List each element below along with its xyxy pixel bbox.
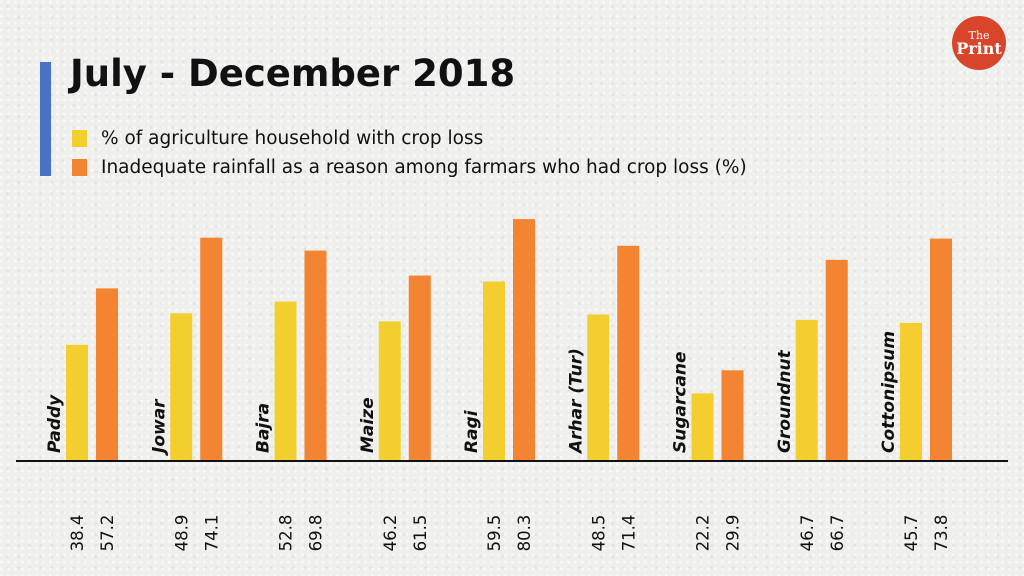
value-label-sugarcane-crop-loss: 22.2 (694, 515, 713, 552)
bar-paddy-crop-loss (66, 344, 88, 460)
value-label-paddy-crop-loss: 38.4 (68, 515, 87, 552)
legend-item-rainfall: Inadequate rainfall as a reason among fa… (72, 153, 747, 182)
value-label-cottonipsum-crop-loss: 45.7 (902, 515, 921, 552)
value-label-ragi-crop-loss: 59.5 (485, 515, 504, 552)
logo-text-the: The (968, 28, 990, 42)
bar-jowar-crop-loss (170, 313, 193, 460)
value-label-sugarcane-rainfall: 29.9 (724, 515, 743, 552)
bar-ragi-rainfall (513, 219, 535, 460)
bar-bajra-crop-loss (274, 301, 297, 460)
bar-bajra-rainfall (304, 250, 327, 460)
legend-label-rainfall: Inadequate rainfall as a reason among fa… (101, 157, 747, 178)
legend-swatch-rainfall (72, 159, 87, 176)
chart-title: July - December 2018 (70, 52, 516, 95)
legend-item-crop-loss: % of agriculture household with crop los… (72, 124, 747, 153)
bar-cottonipsum-crop-loss (900, 322, 922, 460)
bar-arhar-tur-rainfall (617, 245, 640, 460)
bar-maize-rainfall (408, 275, 431, 460)
logo-text-print: Print (956, 38, 1002, 58)
value-label-groundnut-rainfall: 66.7 (828, 515, 847, 552)
bar-jowar-rainfall (200, 237, 223, 460)
category-label-cottonipsum: Cottonipsum (879, 331, 899, 453)
value-label-jowar-crop-loss: 48.9 (172, 515, 191, 552)
category-label-bajra: Bajra (254, 403, 274, 453)
category-label-ragi: Ragi (462, 409, 482, 453)
value-label-groundnut-crop-loss: 46.7 (798, 515, 817, 552)
bar-sugarcane-rainfall (721, 370, 744, 460)
category-label-paddy: Paddy (45, 394, 65, 453)
category-label-groundnut: Groundnut (775, 349, 795, 453)
value-label-jowar-rainfall: 74.1 (202, 515, 221, 552)
bar-paddy-rainfall (96, 288, 118, 460)
legend-swatch-crop-loss (72, 130, 87, 147)
theprint-logo: The Print (952, 16, 1006, 70)
bar-ragi-crop-loss (483, 281, 505, 460)
value-label-arhar-tur-crop-loss: 48.5 (589, 515, 608, 552)
title-accent-bar (40, 62, 51, 176)
value-label-cottonipsum-rainfall: 73.8 (932, 515, 951, 552)
value-label-bajra-crop-loss: 52.8 (277, 515, 296, 552)
bar-arhar-tur-crop-loss (587, 314, 610, 460)
legend: % of agriculture household with crop los… (72, 124, 747, 182)
value-label-bajra-rainfall: 69.8 (307, 515, 326, 552)
value-label-arhar-tur-rainfall: 71.4 (619, 515, 638, 552)
value-label-maize-crop-loss: 46.2 (381, 515, 400, 552)
bar-groundnut-rainfall (825, 259, 848, 460)
value-label-paddy-rainfall: 57.2 (98, 515, 117, 552)
category-label-jowar: Jowar (149, 398, 169, 456)
category-label-arhar-tur: Arhar (Tur) (566, 348, 586, 455)
value-label-maize-rainfall: 61.5 (411, 515, 430, 552)
bar-sugarcane-crop-loss (691, 393, 714, 460)
bar-maize-crop-loss (378, 321, 401, 460)
bar-cottonipsum-rainfall (930, 238, 952, 460)
category-label-maize: Maize (358, 397, 378, 453)
value-label-ragi-rainfall: 80.3 (515, 515, 534, 552)
legend-label-crop-loss: % of agriculture household with crop los… (101, 128, 484, 149)
bar-groundnut-crop-loss (795, 319, 818, 460)
category-label-sugarcane: Sugarcane (671, 351, 691, 453)
